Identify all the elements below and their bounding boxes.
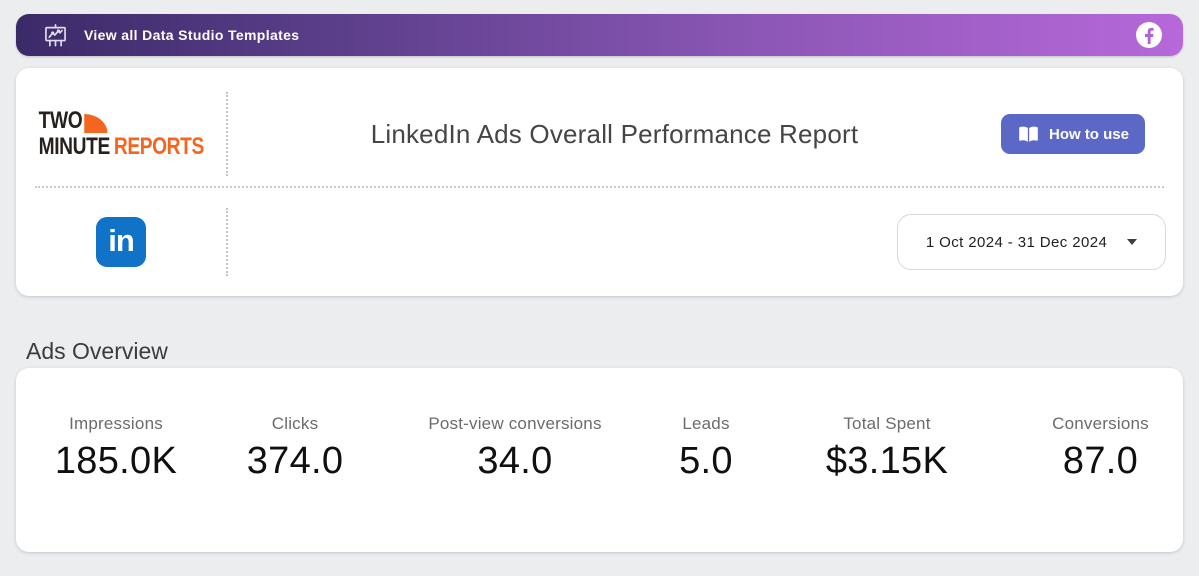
horizontal-divider (35, 186, 1164, 188)
metric-value: 185.0K (54, 440, 178, 482)
logo-word-two: TWO (38, 107, 82, 134)
banner-label: View all Data Studio Templates (84, 27, 300, 43)
metric-value: 87.0 (1062, 440, 1139, 482)
logo-word-minute: MINUTE (38, 133, 110, 160)
logo-word-reports: REPORTS (113, 133, 204, 160)
linkedin-in-glyph: in (108, 222, 135, 258)
metric-value: 34.0 (477, 440, 553, 482)
caret-down-icon (1127, 239, 1138, 245)
metric-clicks: Clicks 374.0 (216, 414, 374, 483)
logo-swoosh-shape (84, 114, 108, 133)
vertical-divider (226, 92, 228, 176)
date-range-value: 1 Oct 2024 - 31 Dec 2024 (925, 233, 1108, 251)
facebook-icon[interactable] (1135, 21, 1163, 49)
metric-value: 374.0 (246, 440, 344, 482)
metric-label: Conversions (1052, 414, 1149, 433)
section-title-ads-overview: Ads Overview (26, 338, 168, 364)
book-icon (1017, 125, 1040, 144)
metric-value: $3.15K (825, 440, 949, 482)
metric-leads: Leads 5.0 (656, 414, 756, 483)
how-to-use-label: How to use (1048, 125, 1129, 143)
metric-impressions: Impressions 185.0K (16, 414, 216, 483)
metric-conversions: Conversions 87.0 (1018, 414, 1183, 483)
metric-post-view-conversions: Post-view conversions 34.0 (374, 414, 656, 483)
metric-label: Total Spent (843, 414, 931, 433)
metric-value: 5.0 (679, 440, 733, 482)
metric-label: Clicks (271, 414, 319, 433)
metric-label: Leads (682, 414, 730, 433)
linkedin-icon: in (96, 217, 146, 267)
how-to-use-button[interactable]: How to use (1000, 114, 1145, 154)
vertical-divider (226, 208, 228, 276)
report-title: LinkedIn Ads Overall Performance Report (370, 118, 859, 149)
templates-banner-link[interactable]: View all Data Studio Templates (16, 14, 1183, 56)
two-minute-reports-logo: TWO MINUTE REPORTS (38, 107, 204, 160)
report-header-card: TWO MINUTE REPORTS LinkedIn Ads Overall … (16, 68, 1183, 296)
metric-total-spent: Total Spent $3.15K (756, 414, 1018, 483)
ads-overview-card: Impressions 185.0K Clicks 374.0 Post-vie… (16, 368, 1183, 552)
date-range-selector[interactable]: 1 Oct 2024 - 31 Dec 2024 (897, 214, 1166, 270)
metric-label: Impressions (69, 414, 163, 433)
metric-label: Post-view conversions (428, 414, 602, 433)
presentation-chart-icon (42, 22, 69, 49)
